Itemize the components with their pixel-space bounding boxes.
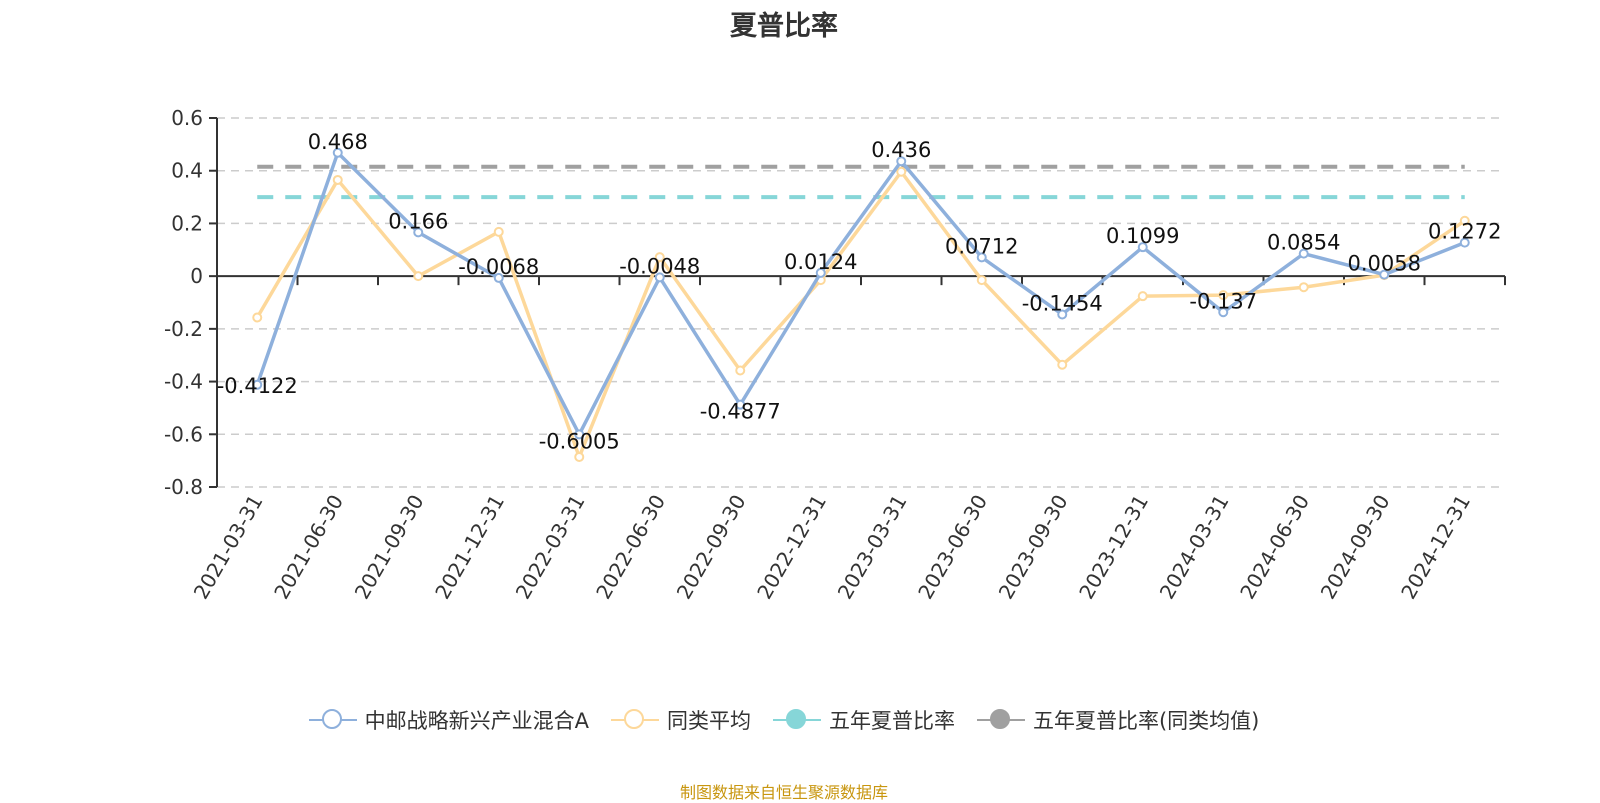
- data-label: -0.0048: [619, 254, 700, 278]
- data-point[interactable]: [1459, 237, 1470, 248]
- data-label: 0.1272: [1428, 220, 1501, 244]
- x-tick-label: 2023-06-30: [913, 491, 992, 604]
- data-point[interactable]: [1298, 282, 1309, 293]
- data-point[interactable]: [493, 272, 504, 283]
- data-point[interactable]: [1298, 248, 1309, 259]
- legend-label: 五年夏普比率: [828, 709, 955, 733]
- fund-series-line: [255, 151, 1466, 437]
- y-tick-label: -0.4: [164, 370, 203, 394]
- data-label: 0.468: [308, 130, 368, 154]
- legend-item-five-year-sharpe[interactable]: 五年夏普比率: [772, 705, 955, 735]
- x-tick-label: 2021-12-31: [430, 491, 509, 604]
- data-point[interactable]: [896, 166, 907, 177]
- x-tick-label: 2022-09-30: [672, 491, 751, 604]
- data-label: 0.1099: [1106, 224, 1179, 248]
- data-point[interactable]: [252, 379, 263, 390]
- data-point[interactable]: [1459, 215, 1470, 226]
- y-tick-label: 0.6: [171, 106, 203, 130]
- x-tick-label: 2022-12-31: [752, 491, 831, 604]
- data-point[interactable]: [493, 226, 504, 237]
- data-point[interactable]: [654, 252, 665, 263]
- y-tick-label: 0.4: [171, 159, 203, 183]
- x-tick-label: 2021-09-30: [350, 491, 429, 604]
- legend-filled-circle-icon: [976, 707, 1025, 733]
- legend-item-five-year-sharpe-peer[interactable]: 五年夏普比率(同类均值): [976, 705, 1260, 735]
- legend-item-fund[interactable]: 中邮战略新兴产业混合A: [308, 705, 589, 735]
- data-point[interactable]: [1379, 269, 1390, 280]
- data-label: -0.0068: [458, 255, 539, 279]
- x-tick-label: 2021-06-30: [269, 491, 348, 604]
- data-point[interactable]: [332, 147, 343, 158]
- data-point[interactable]: [332, 174, 343, 185]
- data-label: 0.0058: [1348, 252, 1421, 276]
- data-point[interactable]: [896, 156, 907, 167]
- y-tick-label: 0: [190, 264, 203, 288]
- data-point[interactable]: [574, 451, 585, 462]
- x-tick-label: 2023-09-30: [994, 491, 1073, 604]
- y-tick-label: -0.6: [164, 422, 203, 446]
- legend-label: 同类平均: [666, 709, 751, 733]
- data-point[interactable]: [1137, 291, 1148, 302]
- x-tick-label: 2022-06-30: [591, 491, 670, 604]
- legend-hollow-circle-icon: [610, 707, 659, 733]
- x-tick-label: 2024-06-30: [1235, 491, 1314, 604]
- x-tick-label: 2024-09-30: [1316, 491, 1395, 604]
- data-point[interactable]: [1218, 307, 1229, 318]
- data-point[interactable]: [1137, 242, 1148, 253]
- data-label: 0.0712: [945, 234, 1018, 258]
- legend-hollow-circle-icon: [308, 707, 357, 733]
- data-label: 0.0854: [1267, 231, 1340, 255]
- data-point[interactable]: [654, 272, 665, 283]
- x-tick-label: 2024-12-31: [1396, 491, 1475, 604]
- data-point[interactable]: [735, 399, 746, 410]
- data-point[interactable]: [815, 267, 826, 278]
- data-point[interactable]: [413, 271, 424, 282]
- data-label: 0.0124: [784, 250, 857, 274]
- data-source-note: 制图数据来自恒生聚源数据库: [679, 783, 888, 802]
- data-label: -0.4122: [217, 374, 298, 398]
- legend-label: 中邮战略新兴产业混合A: [364, 709, 589, 733]
- data-label: 0.166: [388, 209, 448, 233]
- legend-filled-circle-icon: [772, 707, 821, 733]
- y-tick-label: -0.8: [164, 475, 203, 499]
- data-point[interactable]: [1057, 359, 1068, 370]
- data-label: 0.436: [871, 138, 931, 162]
- x-tick-label: 2023-12-31: [1074, 491, 1153, 604]
- y-tick-label: -0.2: [164, 317, 203, 341]
- legend-label: 五年夏普比率(同类均值): [1032, 709, 1260, 733]
- data-point[interactable]: [735, 365, 746, 376]
- data-point[interactable]: [574, 429, 585, 440]
- data-label: -0.4877: [700, 400, 781, 424]
- data-point[interactable]: [1057, 309, 1068, 320]
- x-tick-label: 2022-03-31: [511, 491, 590, 604]
- data-point[interactable]: [976, 275, 987, 286]
- data-point[interactable]: [1218, 290, 1229, 301]
- x-tick-label: 2024-03-31: [1155, 491, 1234, 604]
- x-tick-label: 2023-03-31: [833, 491, 912, 604]
- data-point[interactable]: [413, 227, 424, 238]
- data-point[interactable]: [976, 252, 987, 263]
- chart-legend: 中邮战略新兴产业混合A 同类平均 五年夏普比率 五年夏普比率(同类均值): [0, 705, 1568, 735]
- data-point[interactable]: [252, 312, 263, 323]
- legend-item-peer-average[interactable]: 同类平均: [610, 705, 751, 735]
- chart-title: 夏普比率: [730, 11, 838, 42]
- y-tick-label: 0.2: [171, 211, 203, 235]
- x-tick-label: 2021-03-31: [189, 491, 268, 604]
- data-label: -0.1454: [1022, 291, 1103, 315]
- data-label: -0.6005: [539, 429, 620, 453]
- data-label: -0.137: [1189, 289, 1257, 313]
